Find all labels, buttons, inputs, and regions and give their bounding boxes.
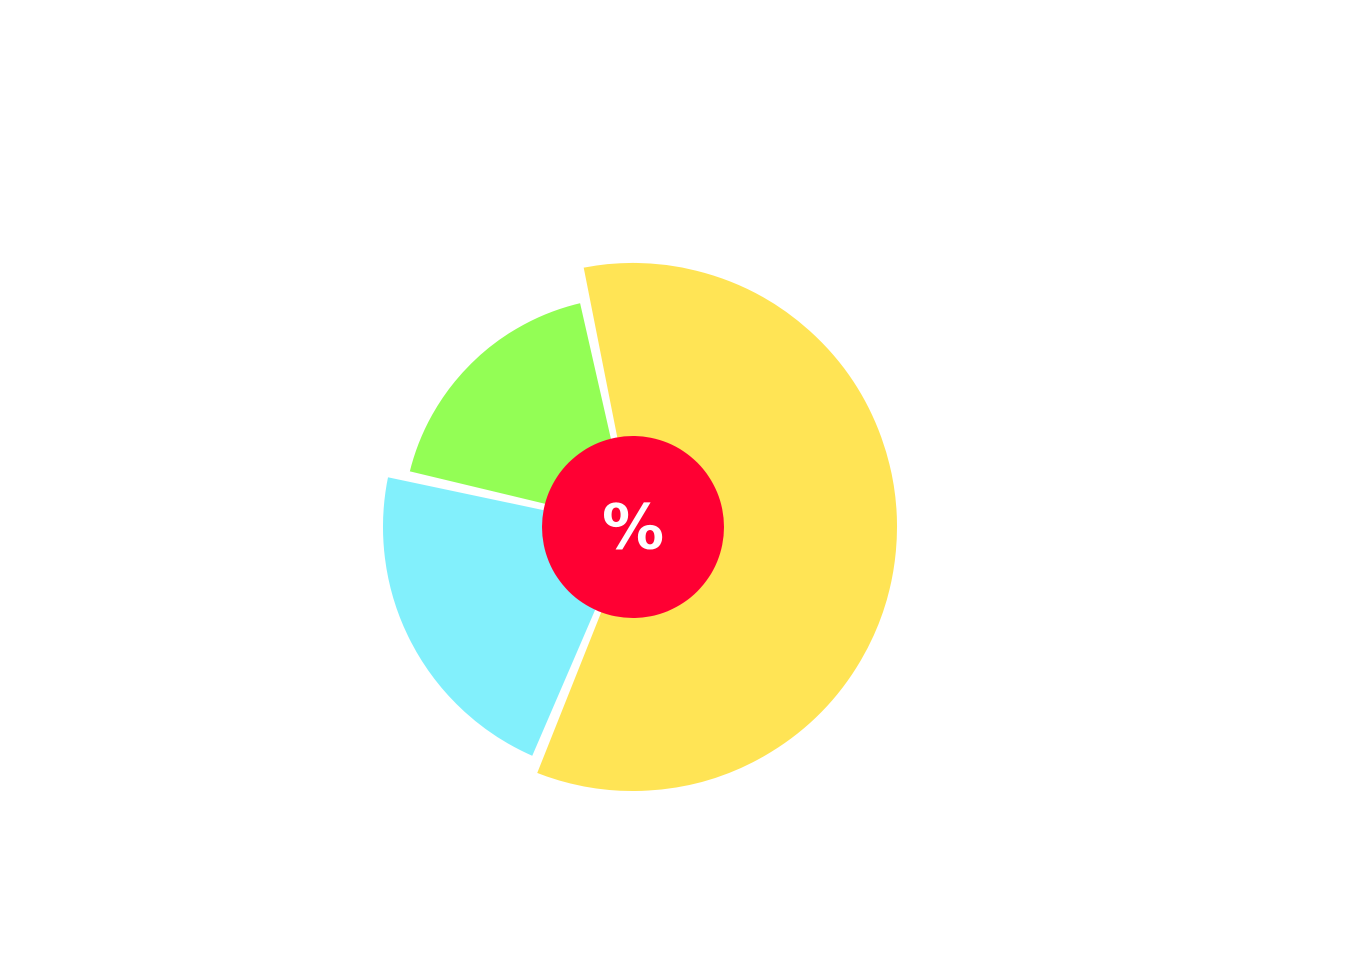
center-circle [542, 436, 724, 618]
center-label: % [602, 491, 664, 564]
